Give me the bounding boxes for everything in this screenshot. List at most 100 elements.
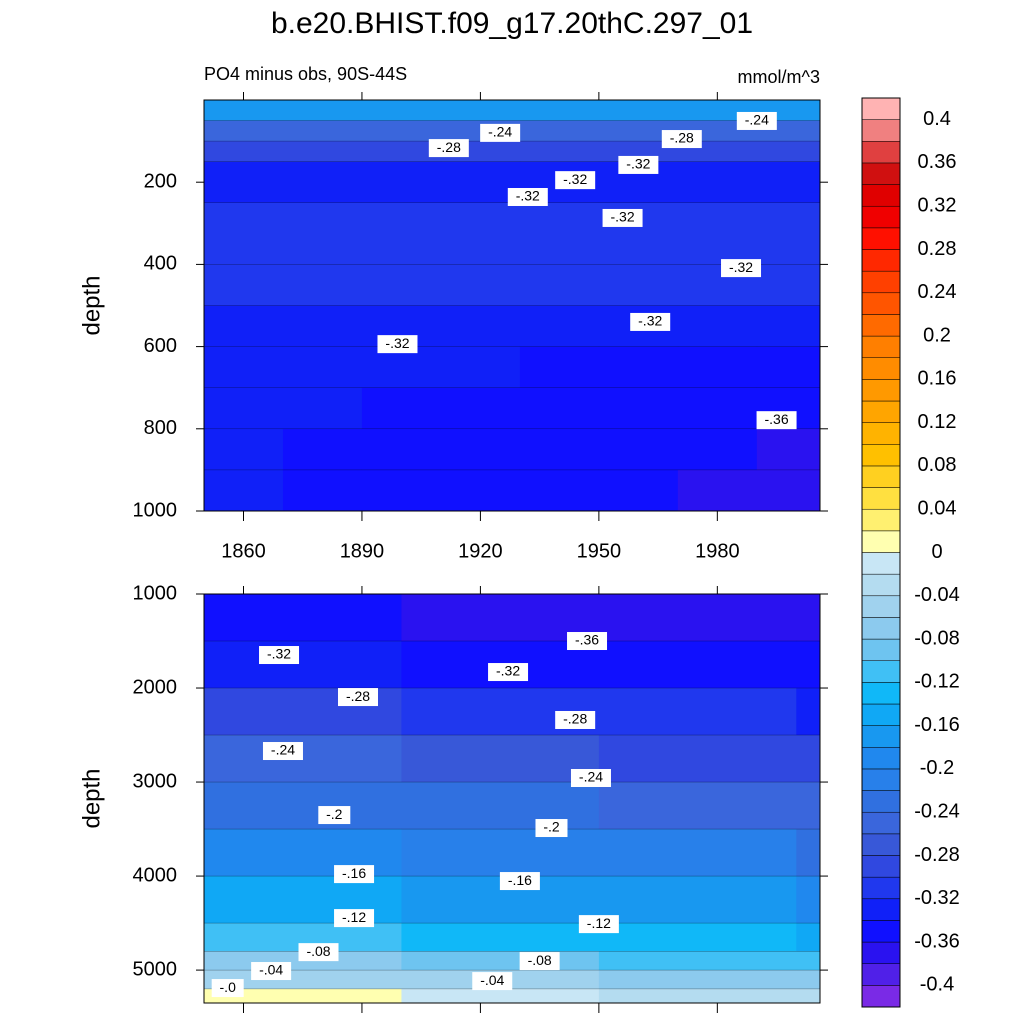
contour-cell <box>598 346 679 389</box>
contour-label-box <box>262 742 303 761</box>
colorbar-tick-label: 0.04 <box>918 497 957 519</box>
colorbar-tick-label: -0.04 <box>914 584 960 606</box>
contour-cell <box>598 876 797 924</box>
colorbar-box <box>861 379 901 402</box>
colorbar-tick-label: 0.28 <box>918 238 957 260</box>
contour-cell <box>440 428 521 471</box>
contour-label: -.32 <box>729 259 753 275</box>
y-tick-label: 4000 <box>133 864 178 886</box>
contour-label: -.32 <box>638 313 662 329</box>
contour-cell <box>282 346 363 389</box>
colorbar-box <box>861 444 901 467</box>
units: mmol/m^3 <box>738 67 820 87</box>
contour-cell <box>519 428 600 471</box>
contour-label-box <box>602 208 643 227</box>
contour-cell <box>796 876 820 924</box>
colorbar-box <box>861 703 901 726</box>
contour-label: -.2 <box>326 806 343 822</box>
colorbar-box <box>861 985 901 1008</box>
colorbar-tick-label: 0 <box>931 541 942 563</box>
colorbar-box <box>861 487 901 510</box>
contour-cell <box>401 829 600 877</box>
contour-cell <box>677 346 758 389</box>
colorbar-box <box>861 357 901 380</box>
contour-cell <box>519 387 600 430</box>
colorbar-box <box>861 855 901 878</box>
plot-area: -.28 -.24 -.28 -.24 -.32 -.32 -.32 -.32 -.32 -.32… <box>204 100 820 511</box>
contour-cell <box>361 387 442 430</box>
contour-cell <box>598 923 797 952</box>
contour-cell <box>361 469 442 511</box>
contour-label: -.04 <box>480 972 504 988</box>
contour-label-box <box>318 806 351 825</box>
contour-cell <box>598 469 679 511</box>
contour-label: -.08 <box>306 943 330 959</box>
colorbar-box <box>861 97 901 120</box>
contour-label-box <box>555 710 596 729</box>
colorbar-box <box>861 335 901 358</box>
contour-label: -.32 <box>563 171 587 187</box>
y-tick-label: 400 <box>144 253 177 275</box>
colorbar-box <box>861 747 901 770</box>
contour-cell <box>796 951 820 971</box>
x-tick-label: 1860 <box>221 540 266 562</box>
contour-label: -.32 <box>267 646 291 662</box>
contour-cell <box>598 782 797 830</box>
contour-cell <box>796 641 820 689</box>
contour-cell <box>756 305 820 348</box>
contour-cell <box>204 988 402 1003</box>
colorbar-box <box>861 205 901 229</box>
contour-cell <box>282 428 363 471</box>
colorbar-box <box>861 249 901 272</box>
contour-cell <box>401 923 600 952</box>
contour-cell <box>519 202 600 265</box>
colorbar-tick-label: 0.2 <box>923 324 951 346</box>
contour-label: -.32 <box>385 335 409 351</box>
contour-label-box <box>519 952 560 971</box>
colorbar-tick-label: -0.12 <box>914 671 960 693</box>
colorbar-box <box>861 119 901 142</box>
contour-label-box <box>480 123 521 142</box>
colorbar-box <box>861 833 901 856</box>
contour-cell <box>519 100 600 122</box>
colorbar-box <box>861 422 901 445</box>
colorbar-tick-label: 0.36 <box>918 151 957 173</box>
contour-cell <box>440 346 521 389</box>
contour-label: -.16 <box>508 872 532 888</box>
contour-cell <box>401 951 600 971</box>
contour-cell <box>519 141 600 163</box>
contour-cell <box>677 469 758 511</box>
colorbar-box <box>861 400 901 423</box>
contour-label-box <box>736 111 777 130</box>
contour-cell <box>204 469 284 511</box>
contour-cell <box>282 387 363 430</box>
contour-cell <box>361 141 442 163</box>
colorbar-box <box>861 617 901 640</box>
contour-cell <box>401 782 600 830</box>
contour-label-box <box>377 335 418 354</box>
contour-label-box <box>567 632 608 651</box>
contour-label: -.12 <box>342 909 366 925</box>
contour-cell <box>677 428 758 471</box>
contour-cell <box>440 305 521 348</box>
contour-label-box <box>428 139 469 158</box>
colorbar-tick-label: -0.16 <box>914 714 960 736</box>
y-tick-label: 600 <box>144 335 177 357</box>
colorbar-box <box>861 227 901 250</box>
contour-cell <box>204 594 402 642</box>
contour-cell <box>204 782 402 830</box>
y-tick-label: 2000 <box>133 676 178 698</box>
contour-cell <box>677 305 758 348</box>
plot-area: -.32 -.36 -.32 -.28 -.28 -.24 -.24 -.2 -.2 -.16 -.… <box>204 594 820 1003</box>
colorbar-box <box>861 768 901 791</box>
contour-label: -.32 <box>611 209 635 225</box>
contour-cell <box>204 100 284 122</box>
colorbar-box <box>861 508 901 532</box>
contour-cell <box>282 100 363 122</box>
y-tick-label: 1000 <box>133 582 178 604</box>
contour-cell <box>796 688 820 736</box>
colorbar-tick-label: -0.24 <box>914 800 960 822</box>
contour-label-box <box>570 769 611 788</box>
colorbar-box <box>861 270 901 294</box>
